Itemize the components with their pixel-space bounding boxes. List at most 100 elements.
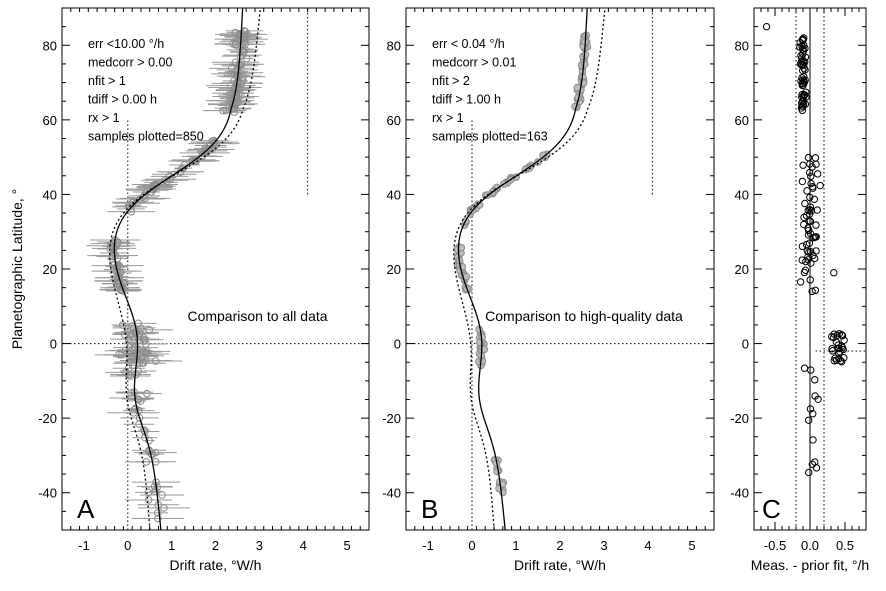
legend-line: err <10.00 °/h (88, 37, 164, 51)
x-tick-label: 4 (300, 538, 307, 553)
legend-line: err < 0.04 °/h (432, 37, 505, 51)
x-tick-label: 0 (124, 538, 131, 553)
residual-point (809, 410, 817, 418)
residual-point (801, 266, 810, 274)
x-tick-label: 1 (168, 538, 175, 553)
residual-point (800, 61, 808, 69)
residual-point (838, 331, 847, 340)
legend-line: tdiff > 1.00 h (432, 93, 501, 107)
residual-point (802, 257, 810, 266)
prior-fit-curve (453, 8, 606, 530)
y-tick-label: 80 (387, 38, 401, 53)
y-axis-label: Planetographic Latitude, ° (9, 189, 25, 350)
panel-a: -1 0 1 2 3 4 5 -40 -20 0 20 40 60 80 Drift rate, °W/h P… (9, 7, 370, 573)
data-point (122, 368, 130, 377)
data-point (150, 183, 159, 191)
y-tick-label: 80 (43, 38, 57, 53)
y-tick-label: 0 (742, 337, 749, 352)
residual-point (804, 256, 812, 264)
data-point (581, 60, 589, 68)
data-point (158, 491, 166, 499)
data-point (241, 27, 250, 36)
residual-point (836, 357, 845, 365)
residual-point (798, 35, 807, 43)
data-point (154, 514, 162, 523)
data-point (145, 326, 154, 334)
data-point (126, 330, 135, 339)
y-tick-label: 20 (735, 262, 749, 277)
x-tick-label: -1 (78, 538, 90, 553)
y-tick-label: 40 (387, 187, 401, 202)
y-tick-label: -40 (38, 486, 57, 501)
panel-b: -1 0 1 2 3 4 5 -40 -20 0 20 40 60 80 Drift rate, °W/h e… (382, 7, 715, 573)
residual-point (797, 61, 806, 69)
legend-line: nfit > 1 (88, 74, 126, 88)
residual-point (813, 206, 821, 214)
data-point (151, 357, 160, 365)
y-tick-label: 20 (43, 262, 57, 277)
residual-point (805, 168, 814, 177)
y-tick-label: 40 (735, 187, 749, 202)
residual-point (803, 187, 811, 195)
residual-point (798, 57, 806, 65)
data-point (142, 340, 150, 348)
residual-point (816, 181, 824, 190)
y-tick-label: -20 (730, 411, 749, 426)
plot-area (406, 8, 714, 530)
panel-c: -0.5 0.0 0.5 -40 -20 0 20 40 60 80 Meas. - prior f… (730, 7, 869, 573)
panel-annotation: Comparison to high-quality data (485, 308, 683, 324)
residual-point (835, 349, 843, 358)
data-point (219, 106, 227, 115)
x-tick-label: 0 (468, 538, 475, 553)
residual-point (797, 52, 805, 60)
data-point (227, 64, 236, 73)
panel-annotation: Comparison to all data (187, 308, 327, 324)
y-tick-label: 40 (43, 187, 57, 202)
data-point (125, 358, 134, 366)
residual-point (804, 206, 812, 215)
y-tick-label: -40 (382, 486, 401, 501)
data-point (236, 60, 245, 68)
data-point (117, 351, 126, 359)
residual-point (802, 211, 811, 220)
residual-point (808, 287, 816, 296)
y-tick-label: -20 (38, 411, 57, 426)
residual-point (796, 278, 805, 286)
data-point (118, 321, 127, 329)
residual-point (799, 76, 807, 84)
residual-point (804, 416, 813, 424)
residual-point (800, 364, 809, 372)
residual-point (807, 172, 815, 181)
legend-line: medcorr > 0.00 (88, 56, 172, 70)
data-point (141, 349, 150, 357)
prior-fit-curve (108, 8, 261, 530)
legend-line: nfit > 2 (432, 74, 470, 88)
residual-point (814, 395, 822, 403)
y-tick-label: -40 (730, 486, 749, 501)
residual-point (804, 153, 813, 162)
residual-point (800, 34, 808, 42)
data-point (108, 252, 117, 261)
y-tick-label: -20 (382, 411, 401, 426)
residual-point (809, 234, 817, 242)
residual-point (809, 436, 817, 444)
residual-point (810, 195, 819, 203)
residual-point (799, 161, 807, 169)
legend-line: rx > 1 (88, 111, 120, 125)
fit-curve (113, 8, 244, 530)
data-point (238, 76, 247, 85)
data-point (129, 352, 137, 360)
data-point (113, 254, 122, 263)
data-point (160, 504, 168, 512)
residual-point (804, 253, 812, 261)
data-point (137, 324, 145, 333)
legend-line: tdiff > 0.00 h (88, 93, 157, 107)
residual-point (805, 468, 813, 477)
data-point (573, 83, 582, 92)
residual-point (829, 333, 838, 342)
residual-point (809, 251, 817, 260)
panel-letter: C (762, 494, 781, 524)
residual-point (798, 177, 807, 186)
residual-point (811, 154, 820, 162)
residual-point (830, 269, 838, 277)
